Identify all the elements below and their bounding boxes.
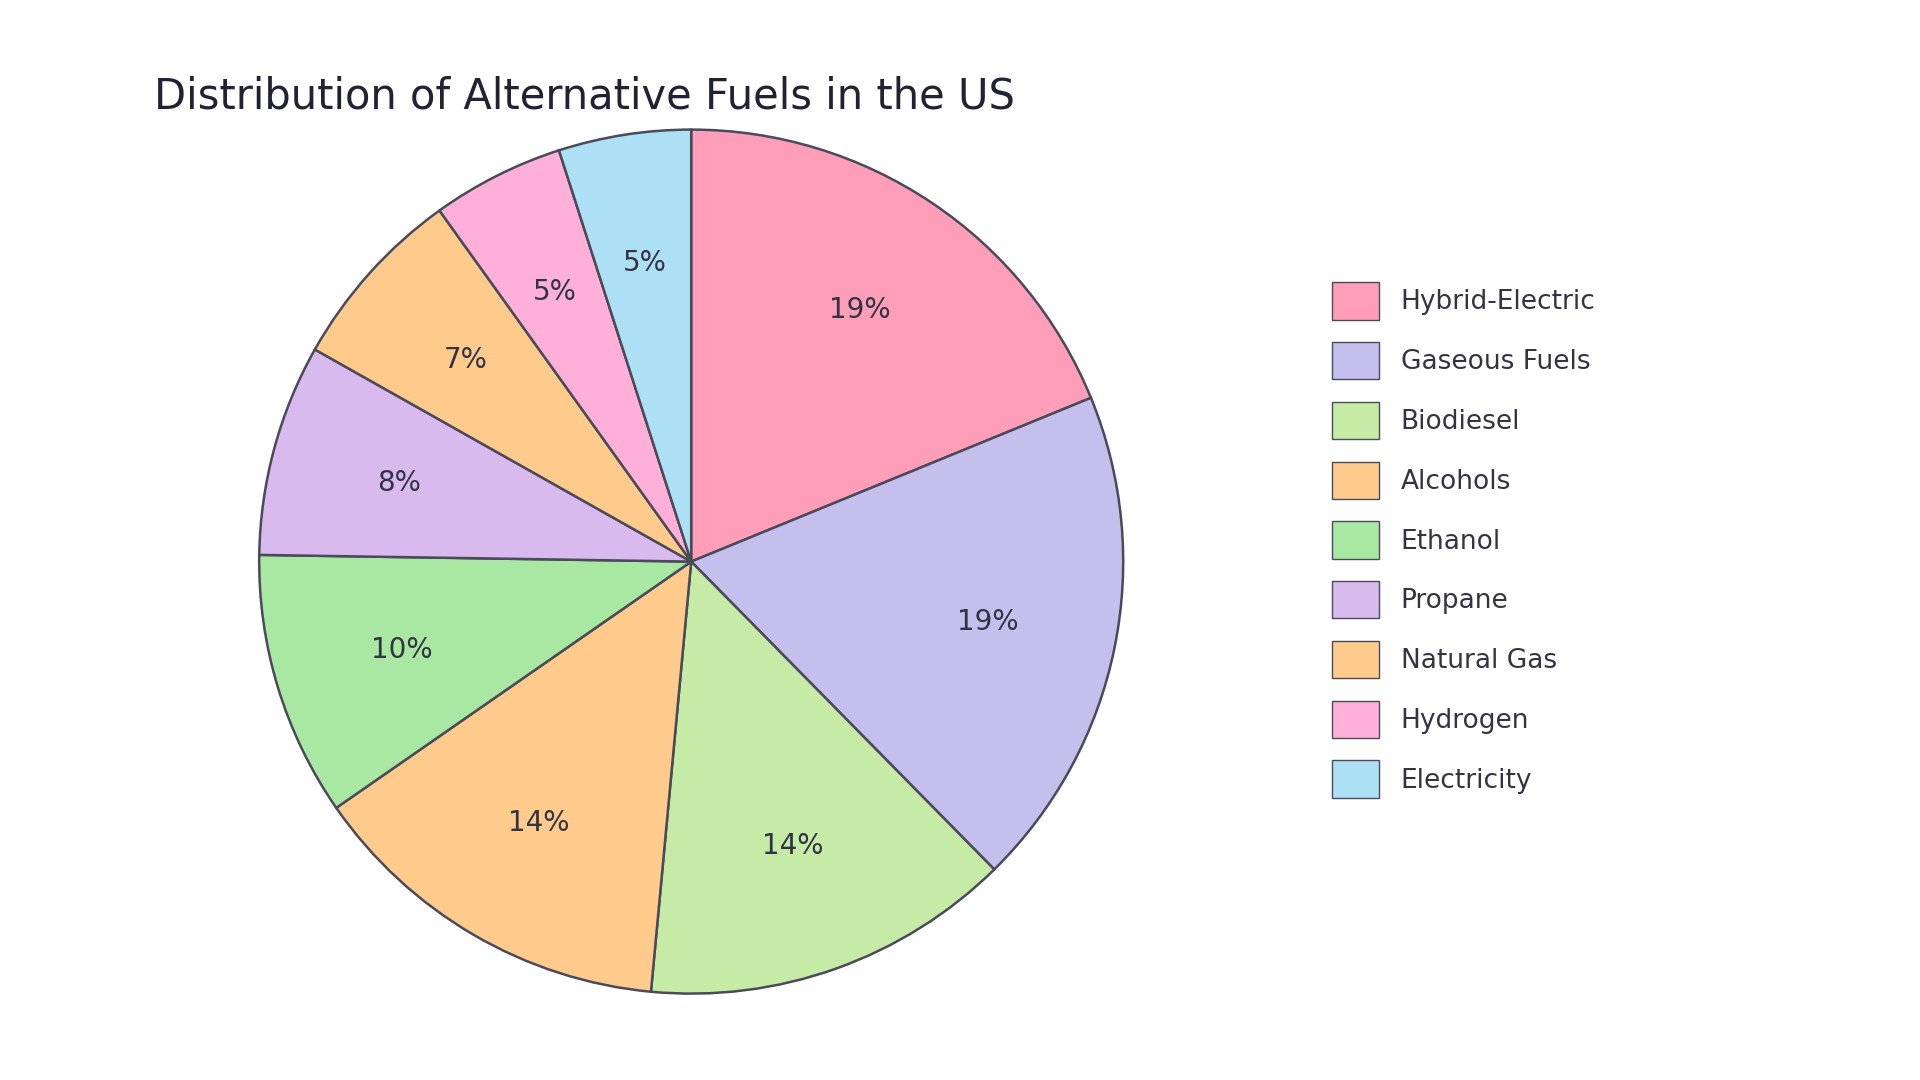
Legend: Hybrid-Electric, Gaseous Fuels, Biodiesel, Alcohols, Ethanol, Propane, Natural G: Hybrid-Electric, Gaseous Fuels, Biodiese… <box>1319 269 1609 811</box>
Wedge shape <box>315 211 691 562</box>
Text: 5%: 5% <box>534 278 578 306</box>
Text: 8%: 8% <box>378 469 420 497</box>
Wedge shape <box>336 562 691 991</box>
Wedge shape <box>691 397 1123 869</box>
Wedge shape <box>559 130 691 562</box>
Text: 5%: 5% <box>622 248 666 276</box>
Text: 14%: 14% <box>762 833 824 861</box>
Text: 19%: 19% <box>829 297 891 324</box>
Text: Distribution of Alternative Fuels in the US: Distribution of Alternative Fuels in the… <box>154 76 1014 118</box>
Text: 7%: 7% <box>444 346 488 374</box>
Wedge shape <box>691 130 1091 562</box>
Wedge shape <box>259 350 691 562</box>
Text: 19%: 19% <box>956 608 1018 636</box>
Wedge shape <box>440 150 691 562</box>
Wedge shape <box>651 562 995 994</box>
Text: 14%: 14% <box>509 809 570 837</box>
Text: 10%: 10% <box>371 636 432 664</box>
Wedge shape <box>259 555 691 808</box>
